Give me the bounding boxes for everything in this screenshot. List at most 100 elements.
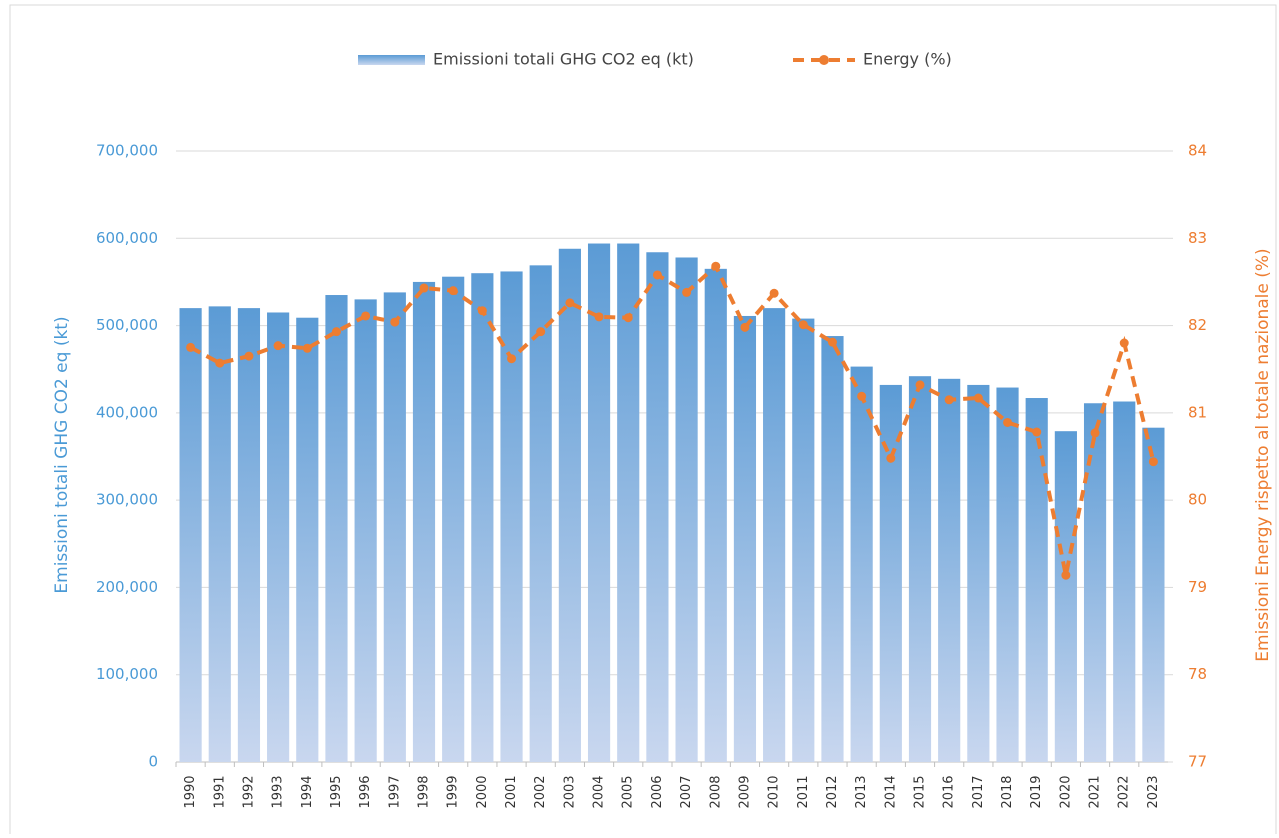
y2-axis-title: Emissioni Energy rispetto al totale nazi… xyxy=(1253,248,1273,661)
bar xyxy=(996,387,1019,762)
bar xyxy=(1054,431,1077,762)
bar xyxy=(179,308,202,762)
y2-tick-label: 82 xyxy=(1188,316,1207,334)
line-marker xyxy=(273,341,283,351)
x-tick-label: 2000 xyxy=(475,775,490,808)
bar xyxy=(237,308,261,762)
line-marker xyxy=(857,391,867,401)
x-tick-label: 2007 xyxy=(679,775,694,808)
bar xyxy=(704,268,727,762)
x-tick-label: 2014 xyxy=(883,775,898,808)
x-tick-label: 1999 xyxy=(446,775,461,808)
line-marker xyxy=(1003,417,1013,427)
line-marker xyxy=(419,283,429,293)
line-marker xyxy=(244,351,254,361)
bar xyxy=(821,336,844,762)
x-tick-label: 2005 xyxy=(621,775,636,808)
bar xyxy=(908,376,932,762)
x-tick-label: 2021 xyxy=(1088,775,1103,808)
line-marker xyxy=(1061,570,1071,580)
line-marker xyxy=(711,261,721,271)
x-tick-label: 2012 xyxy=(825,775,840,808)
y2-tick-label: 81 xyxy=(1188,403,1207,421)
x-tick-label: 2003 xyxy=(562,775,577,808)
x-tick-label: 1990 xyxy=(183,775,198,808)
bar xyxy=(529,265,552,762)
line-marker xyxy=(507,354,517,364)
bar xyxy=(558,248,581,762)
legend-label: Emissioni totali GHG CO2 eq (kt) xyxy=(433,50,694,69)
y2-tick-label: 79 xyxy=(1188,578,1207,596)
x-tick-label: 2010 xyxy=(767,775,782,808)
x-tick-label: 2015 xyxy=(913,775,928,808)
y2-tick-label: 83 xyxy=(1188,229,1207,247)
x-tick-label: 2019 xyxy=(1029,775,1044,808)
line-marker xyxy=(1148,457,1158,467)
bar xyxy=(471,273,494,762)
bar xyxy=(267,312,290,762)
x-tick-label: 2011 xyxy=(796,775,811,808)
x-tick-label: 2013 xyxy=(854,775,869,808)
line-marker xyxy=(827,337,837,347)
x-tick-label: 1995 xyxy=(329,775,344,808)
line-marker xyxy=(944,395,954,405)
x-tick-label: 2008 xyxy=(708,775,723,808)
line-marker xyxy=(390,317,400,327)
line-marker xyxy=(769,288,779,298)
x-tick-label: 2022 xyxy=(1117,775,1132,808)
bar xyxy=(383,292,406,762)
x-tick-label: 1991 xyxy=(212,775,227,808)
bar xyxy=(325,295,348,762)
line-marker xyxy=(186,342,196,352)
line-marker xyxy=(361,311,371,321)
legend-marker xyxy=(819,55,829,65)
line-marker xyxy=(448,286,458,296)
y-tick-label: 100,000 xyxy=(96,665,158,683)
line-marker xyxy=(302,343,312,353)
y-tick-label: 0 xyxy=(148,753,158,771)
legend-swatch xyxy=(358,55,425,65)
line-marker xyxy=(652,270,662,280)
y2-tick-label: 77 xyxy=(1188,753,1207,771)
bar xyxy=(296,317,319,762)
line-marker xyxy=(331,327,341,337)
bar xyxy=(792,318,815,762)
y-tick-label: 500,000 xyxy=(96,316,158,334)
line-marker xyxy=(477,306,487,316)
line-marker xyxy=(565,298,575,308)
y-tick-label: 400,000 xyxy=(96,403,158,421)
y-tick-label: 700,000 xyxy=(96,142,158,160)
x-tick-label: 2004 xyxy=(592,775,607,808)
x-tick-label: 2006 xyxy=(650,775,665,808)
x-tick-label: 1994 xyxy=(300,775,315,808)
x-tick-label: 2017 xyxy=(971,775,986,808)
bar xyxy=(938,378,961,762)
x-tick-label: 2016 xyxy=(942,775,957,808)
line-marker xyxy=(1032,427,1042,437)
line-marker xyxy=(536,327,546,337)
y2-tick-label: 84 xyxy=(1188,142,1207,160)
y-tick-label: 300,000 xyxy=(96,491,158,509)
x-tick-label: 2020 xyxy=(1058,775,1073,808)
x-tick-label: 2001 xyxy=(504,775,519,808)
bar xyxy=(442,276,465,762)
bar xyxy=(879,384,902,762)
line-marker xyxy=(215,358,225,368)
y-axis-title: Emissioni totali GHG CO2 eq (kt) xyxy=(52,316,72,593)
line-marker xyxy=(594,312,604,322)
line-marker xyxy=(973,393,983,403)
line-marker xyxy=(798,320,808,330)
x-tick-label: 1996 xyxy=(358,775,373,808)
x-tick-label: 2002 xyxy=(533,775,548,808)
bar xyxy=(587,243,611,763)
bar xyxy=(412,281,436,762)
x-tick-label: 2018 xyxy=(1000,775,1015,808)
y-tick-label: 200,000 xyxy=(96,578,158,596)
x-tick-label: 1998 xyxy=(417,775,432,808)
x-tick-label: 1997 xyxy=(387,775,402,808)
line-marker xyxy=(886,453,896,463)
x-tick-label: 2023 xyxy=(1146,775,1161,808)
bar xyxy=(763,308,786,762)
line-marker xyxy=(915,380,925,390)
